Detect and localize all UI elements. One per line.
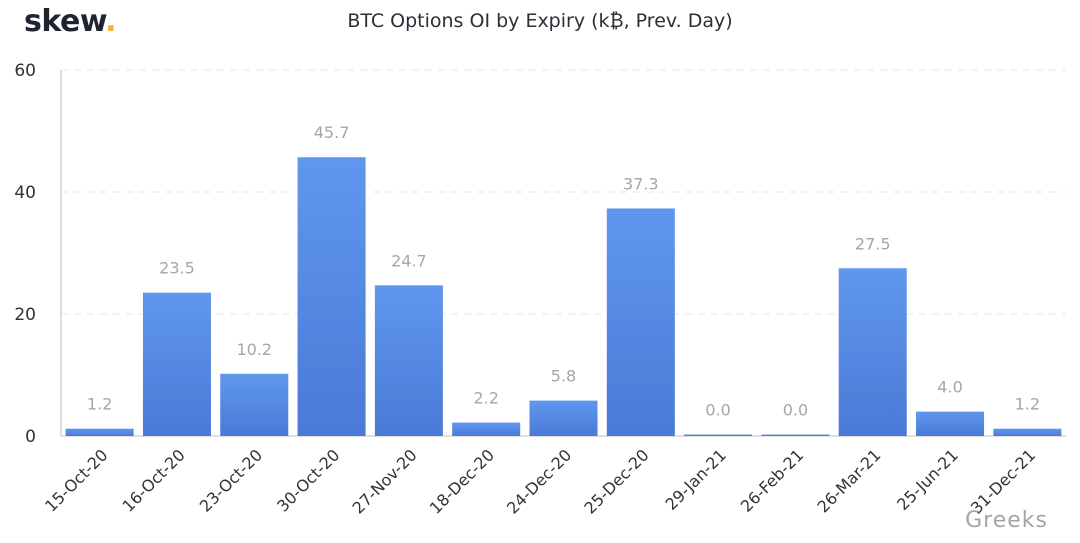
x-tick-label-31-Dec-21: 31-Dec-21 [967, 445, 1039, 517]
data-label-23-Oct-20: 10.2 [236, 340, 272, 359]
data-label-18-Dec-20: 2.2 [473, 389, 498, 408]
x-tick-label-25-Dec-20: 25-Dec-20 [580, 445, 652, 517]
x-tick-label-23-Oct-20: 23-Oct-20 [196, 445, 266, 515]
logo-dot: . [105, 4, 117, 39]
bar-15-Oct-20 [65, 428, 134, 436]
data-label-24-Dec-20: 5.8 [551, 367, 576, 386]
data-label-30-Oct-20: 45.7 [314, 123, 350, 142]
bar-27-Nov-20 [374, 285, 443, 436]
y-tick-label: 20 [14, 305, 36, 325]
x-tick-label-15-Oct-20: 15-Oct-20 [41, 445, 111, 515]
y-tick-label: 60 [14, 61, 36, 81]
bars [65, 157, 1062, 437]
bar-26-Feb-21 [761, 434, 830, 436]
bar-25-Dec-20 [606, 208, 675, 436]
data-label-15-Oct-20: 1.2 [87, 395, 112, 414]
data-label-25-Jun-21: 4.0 [937, 378, 962, 397]
y-tick-label: 0 [25, 427, 36, 447]
bar-23-Oct-20 [220, 373, 289, 436]
data-label-27-Nov-20: 24.7 [391, 251, 427, 270]
data-label-26-Mar-21: 27.5 [855, 234, 891, 253]
bar-29-Jan-21 [684, 434, 753, 436]
bar-24-Dec-20 [529, 400, 598, 436]
y-tick-label: 40 [14, 183, 36, 203]
data-labels: 1.2 23.5 10.2 45.7 24.7 2.2 5.8 37.3 0.0 0.0 27.5 4… [87, 123, 1040, 419]
bar-18-Dec-20 [452, 422, 521, 436]
x-tick-label-27-Nov-20: 27-Nov-20 [349, 445, 421, 517]
x-tick-label-24-Dec-20: 24-Dec-20 [503, 445, 575, 517]
bar-26-Mar-21 [838, 268, 907, 436]
x-tick-labels: 15-Oct-20 16-Oct-20 23-Oct-20 30-Oct-20 27-N… [41, 445, 1039, 517]
x-tick-label-18-Dec-20: 18-Dec-20 [426, 445, 498, 517]
logo-text: skew [24, 4, 106, 39]
x-tick-label-25-Jun-21: 25-Jun-21 [893, 445, 962, 514]
x-tick-label-16-Oct-20: 16-Oct-20 [119, 445, 189, 515]
data-label-26-Feb-21: 0.0 [783, 401, 808, 420]
chart-title: BTC Options OI by Expiry (k₿, Prev. Day) [347, 10, 733, 32]
data-label-16-Oct-20: 23.5 [159, 259, 195, 278]
bar-16-Oct-20 [142, 292, 211, 436]
bar-25-Jun-21 [916, 411, 985, 436]
watermark-text: Greeks [965, 508, 1048, 533]
x-tick-label-30-Oct-20: 30-Oct-20 [273, 445, 343, 515]
data-label-25-Dec-20: 37.3 [623, 174, 659, 193]
grid-lines [61, 69, 1066, 315]
x-tick-label-29-Jan-21: 29-Jan-21 [661, 445, 729, 513]
skew-logo: skew. [24, 4, 117, 39]
bar-31-Dec-21 [993, 428, 1062, 436]
data-label-31-Dec-21: 1.2 [1015, 395, 1040, 414]
y-tick-labels: 0 20 40 60 [14, 61, 36, 447]
data-label-29-Jan-21: 0.0 [705, 401, 730, 420]
x-tick-label-26-Feb-21: 26-Feb-21 [737, 445, 807, 515]
bar-30-Oct-20 [297, 157, 366, 437]
x-tick-label-26-Mar-21: 26-Mar-21 [814, 445, 885, 516]
